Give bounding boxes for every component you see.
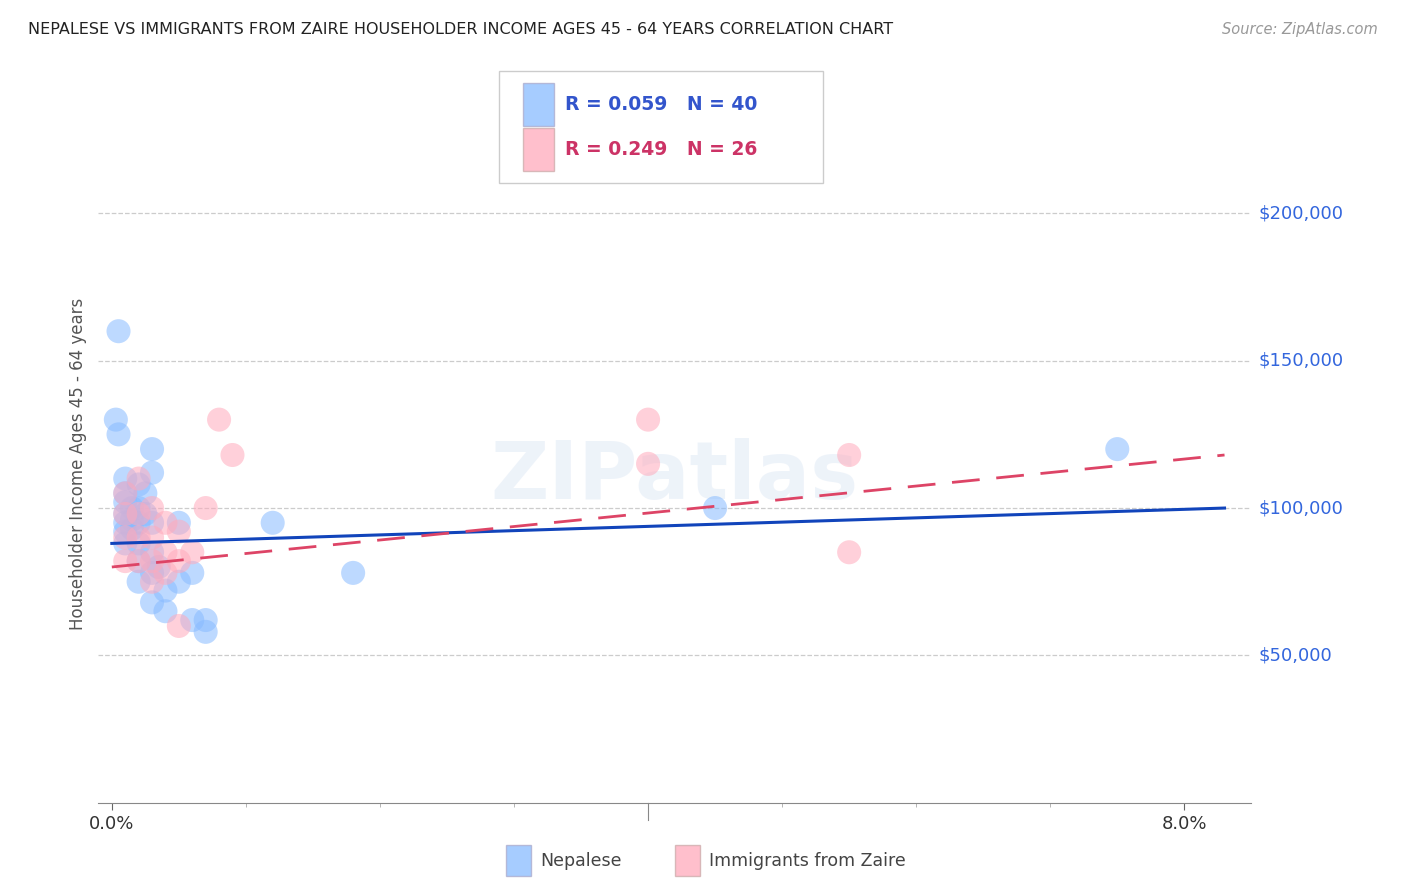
Point	[121, 522, 143, 536]
Text: $150,000: $150,000	[1258, 351, 1344, 369]
Point	[167, 554, 190, 568]
Point	[194, 624, 217, 639]
Text: R = 0.249   N = 26: R = 0.249 N = 26	[565, 140, 758, 159]
Text: $50,000: $50,000	[1258, 647, 1331, 665]
Point	[637, 457, 659, 471]
Point	[208, 412, 231, 426]
Text: $200,000: $200,000	[1258, 204, 1343, 222]
Point	[194, 613, 217, 627]
Point	[114, 507, 136, 521]
Point	[141, 554, 163, 568]
Point	[141, 466, 163, 480]
Point	[114, 507, 136, 521]
Point	[114, 495, 136, 509]
Text: $100,000: $100,000	[1258, 499, 1343, 517]
Point	[121, 501, 143, 516]
Point	[838, 448, 860, 462]
Point	[262, 516, 284, 530]
Point	[114, 486, 136, 500]
Point	[114, 554, 136, 568]
Point	[114, 516, 136, 530]
Y-axis label: Householder Income Ages 45 - 64 years: Householder Income Ages 45 - 64 years	[69, 298, 87, 630]
Point	[128, 501, 150, 516]
Point	[704, 501, 727, 516]
Point	[114, 536, 136, 550]
Point	[194, 501, 217, 516]
Point	[128, 536, 150, 550]
Point	[155, 566, 177, 580]
Point	[342, 566, 364, 580]
Point	[104, 412, 127, 426]
Point	[181, 613, 204, 627]
Text: R = 0.059   N = 40: R = 0.059 N = 40	[565, 95, 758, 114]
Text: Source: ZipAtlas.com: Source: ZipAtlas.com	[1222, 22, 1378, 37]
Point	[141, 442, 163, 456]
Point	[167, 619, 190, 633]
Point	[221, 448, 243, 462]
Point	[1107, 442, 1129, 456]
Point	[141, 574, 163, 589]
Text: ZIPatlas: ZIPatlas	[491, 438, 859, 516]
Point	[128, 531, 150, 545]
Point	[141, 595, 163, 609]
Point	[838, 545, 860, 559]
Point	[128, 507, 150, 521]
Point	[134, 486, 156, 500]
Point	[128, 574, 150, 589]
Point	[167, 516, 190, 530]
Point	[114, 531, 136, 545]
Point	[155, 516, 177, 530]
Point	[155, 604, 177, 618]
Point	[141, 531, 163, 545]
Point	[121, 513, 143, 527]
Point	[148, 560, 170, 574]
Point	[141, 566, 163, 580]
Point	[107, 427, 129, 442]
Point	[128, 472, 150, 486]
Point	[155, 583, 177, 598]
Point	[141, 545, 163, 559]
Point	[155, 545, 177, 559]
Point	[128, 477, 150, 491]
Point	[114, 486, 136, 500]
Point	[167, 574, 190, 589]
Point	[114, 472, 136, 486]
Text: Immigrants from Zaire: Immigrants from Zaire	[709, 852, 905, 870]
Text: NEPALESE VS IMMIGRANTS FROM ZAIRE HOUSEHOLDER INCOME AGES 45 - 64 YEARS CORRELAT: NEPALESE VS IMMIGRANTS FROM ZAIRE HOUSEH…	[28, 22, 893, 37]
Point	[141, 501, 163, 516]
Point	[134, 507, 156, 521]
Point	[181, 545, 204, 559]
Point	[637, 412, 659, 426]
Point	[181, 566, 204, 580]
Point	[128, 554, 150, 568]
Point	[167, 524, 190, 539]
Point	[107, 324, 129, 338]
Point	[114, 524, 136, 539]
Point	[128, 516, 150, 530]
Text: Nepalese: Nepalese	[540, 852, 621, 870]
Point	[141, 516, 163, 530]
Point	[128, 554, 150, 568]
